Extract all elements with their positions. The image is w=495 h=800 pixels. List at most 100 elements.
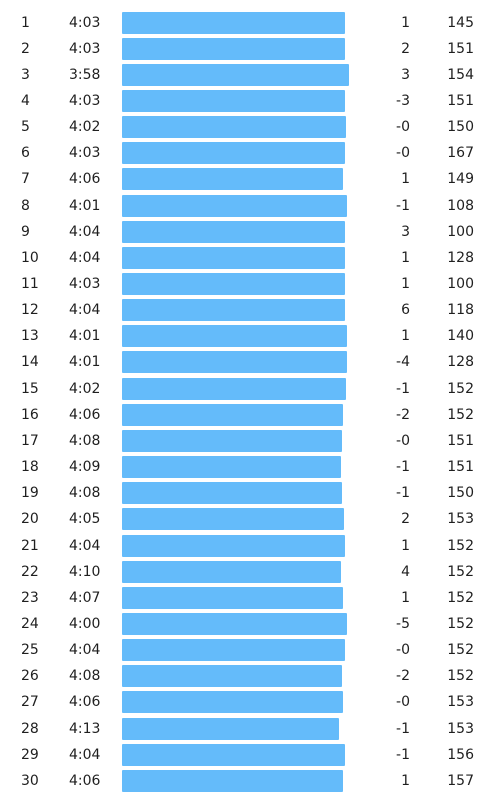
pace-bar-track (122, 325, 362, 348)
split-row[interactable]: 30 4:06 1 157 (0, 768, 495, 794)
split-row[interactable]: 6 4:03 -0 167 (0, 140, 495, 166)
split-elevation: 2 (401, 511, 410, 528)
pace-bar-track (122, 116, 362, 139)
split-km: 4 (21, 92, 30, 109)
split-heart-rate: 108 (447, 197, 474, 214)
split-elevation: -3 (396, 92, 410, 109)
split-row[interactable]: 15 4:02 -1 152 (0, 376, 495, 402)
split-elevation: 6 (401, 302, 410, 319)
split-row[interactable]: 1 4:03 1 145 (0, 10, 495, 36)
split-pace: 4:03 (69, 276, 101, 292)
split-km: 28 (21, 720, 39, 737)
split-heart-rate: 100 (447, 276, 474, 292)
split-elevation: 1 (401, 14, 410, 31)
pace-bar (122, 142, 346, 165)
pace-bar (122, 508, 344, 531)
pace-bar-track (122, 142, 362, 165)
split-row[interactable]: 26 4:08 -2 152 (0, 663, 495, 689)
split-row[interactable]: 5 4:02 -0 150 (0, 114, 495, 140)
pace-bar-track (122, 220, 362, 243)
split-km: 16 (21, 406, 39, 423)
pace-bar-track (122, 508, 362, 531)
split-row[interactable]: 12 4:04 6 118 (0, 297, 495, 323)
split-row[interactable]: 13 4:01 1 140 (0, 323, 495, 349)
split-row[interactable]: 18 4:09 -1 151 (0, 454, 495, 480)
split-elevation: -2 (396, 406, 410, 423)
split-heart-rate: 153 (447, 694, 474, 711)
pace-bar-track (122, 743, 362, 766)
split-km: 30 (21, 772, 39, 789)
split-heart-rate: 154 (447, 66, 474, 83)
split-km: 29 (21, 746, 39, 763)
split-km: 15 (21, 380, 39, 397)
split-pace: 4:04 (69, 223, 101, 240)
split-elevation: 1 (401, 589, 410, 606)
split-row[interactable]: 21 4:04 1 152 (0, 533, 495, 559)
split-heart-rate: 152 (447, 668, 474, 685)
split-elevation: -1 (396, 459, 410, 476)
split-row[interactable]: 7 4:06 1 149 (0, 166, 495, 192)
split-pace: 4:01 (69, 354, 101, 371)
split-row[interactable]: 28 4:13 -1 153 (0, 716, 495, 742)
split-elevation: -1 (396, 197, 410, 214)
split-row[interactable]: 25 4:04 -0 152 (0, 637, 495, 663)
split-row[interactable]: 27 4:06 -0 153 (0, 689, 495, 715)
pace-bar (122, 246, 345, 269)
split-row[interactable]: 16 4:06 -2 152 (0, 402, 495, 428)
pace-bar-track (122, 456, 362, 479)
split-row[interactable]: 4 4:03 -3 151 (0, 88, 495, 114)
split-heart-rate: 149 (447, 171, 474, 188)
split-heart-rate: 150 (447, 119, 474, 136)
split-row[interactable]: 20 4:05 2 153 (0, 506, 495, 532)
pace-bar (122, 456, 342, 479)
pace-bar (122, 743, 345, 766)
split-heart-rate: 152 (447, 380, 474, 397)
split-row[interactable]: 2 4:03 2 151 (0, 36, 495, 62)
split-row[interactable]: 14 4:01 -4 128 (0, 349, 495, 375)
pace-bar-track (122, 717, 362, 740)
split-row[interactable]: 11 4:03 1 100 (0, 271, 495, 297)
split-elevation: -1 (396, 720, 410, 737)
split-row[interactable]: 23 4:07 1 152 (0, 585, 495, 611)
split-row[interactable]: 10 4:04 1 128 (0, 245, 495, 271)
pace-bar-track (122, 89, 362, 112)
split-row[interactable]: 17 4:08 -0 151 (0, 428, 495, 454)
split-elevation: 3 (401, 66, 410, 83)
split-heart-rate: 152 (447, 589, 474, 606)
split-heart-rate: 151 (447, 432, 474, 449)
split-km: 22 (21, 563, 39, 580)
split-km: 17 (21, 432, 39, 449)
split-km: 12 (21, 302, 39, 319)
split-row[interactable]: 19 4:08 -1 150 (0, 480, 495, 506)
split-heart-rate: 128 (447, 354, 474, 371)
split-km: 1 (21, 14, 30, 31)
pace-bar-track (122, 11, 362, 34)
split-heart-rate: 167 (447, 145, 474, 162)
split-row[interactable]: 24 4:00 -5 152 (0, 611, 495, 637)
split-km: 11 (21, 276, 39, 292)
pace-bar (122, 11, 346, 34)
split-row[interactable]: 3 3:58 3 154 (0, 62, 495, 88)
split-elevation: -2 (396, 668, 410, 685)
split-heart-rate: 152 (447, 406, 474, 423)
split-km: 6 (21, 145, 30, 162)
split-pace: 4:08 (69, 432, 101, 449)
split-pace: 4:08 (69, 485, 101, 502)
pace-bar-track (122, 351, 362, 374)
split-heart-rate: 151 (447, 459, 474, 476)
split-elevation: -1 (396, 485, 410, 502)
split-heart-rate: 145 (447, 14, 474, 31)
pace-bar-track (122, 168, 362, 191)
split-heart-rate: 140 (447, 328, 474, 345)
split-row[interactable]: 22 4:10 4 152 (0, 559, 495, 585)
split-elevation: -0 (396, 642, 410, 659)
pace-bar-track (122, 665, 362, 688)
split-pace: 4:10 (69, 563, 101, 580)
pace-bar (122, 586, 343, 609)
split-pace: 4:01 (69, 197, 101, 214)
split-row[interactable]: 29 4:04 -1 156 (0, 742, 495, 768)
split-row[interactable]: 9 4:04 3 100 (0, 219, 495, 245)
split-row[interactable]: 8 4:01 -1 108 (0, 193, 495, 219)
pace-bar-track (122, 586, 362, 609)
